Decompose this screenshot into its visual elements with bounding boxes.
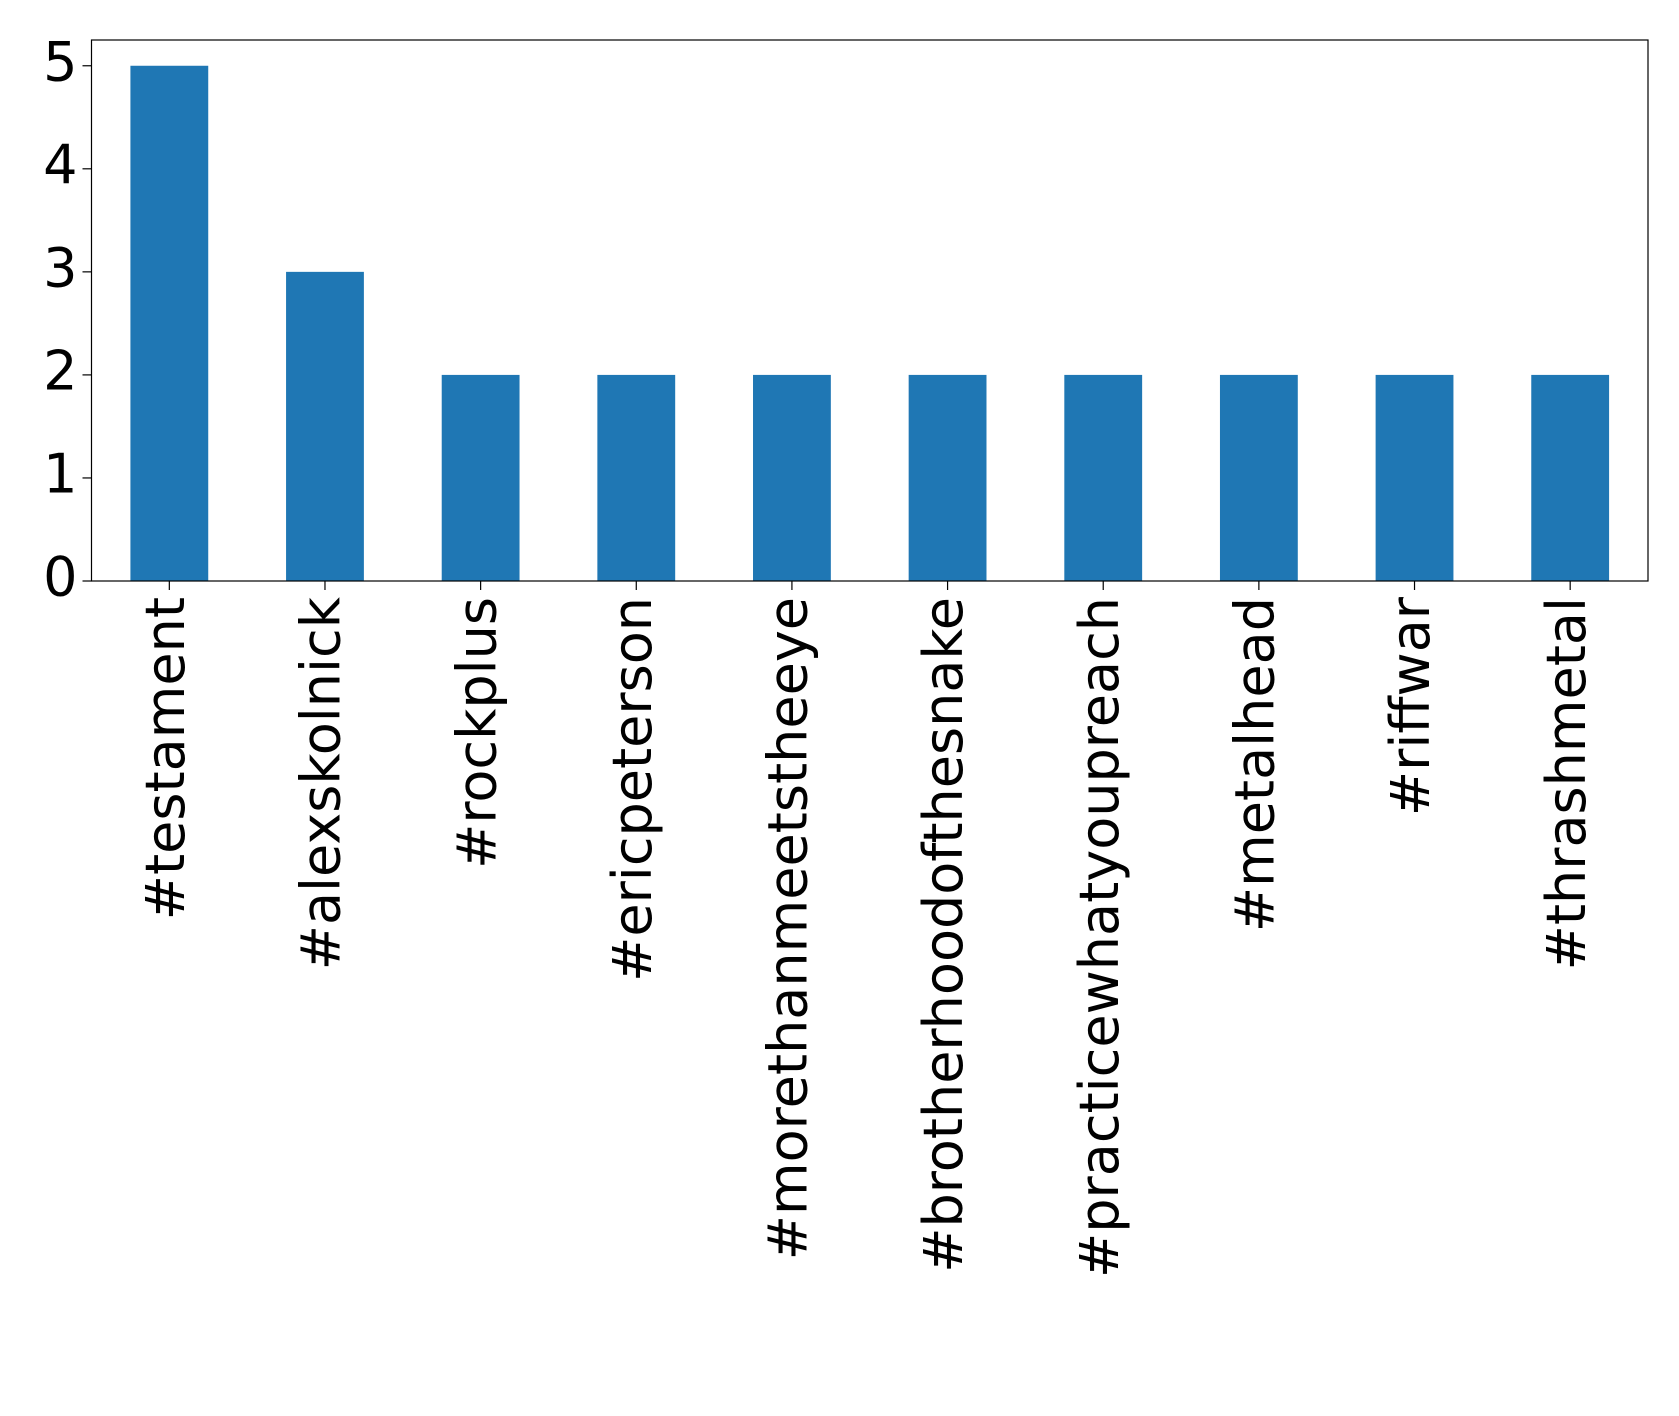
- y-tick-label: 4: [43, 133, 77, 196]
- axes-frame: [90, 39, 1649, 582]
- bar: [753, 374, 831, 581]
- x-tick-label: #brotherhoodofthesnake: [912, 597, 975, 1273]
- bar: [1219, 374, 1298, 581]
- y-tick-label: 2: [43, 340, 77, 403]
- bar: [1531, 374, 1610, 581]
- y-tick-label: 5: [43, 30, 77, 93]
- x-tick-label: #metalhead: [1224, 597, 1287, 932]
- bar: [908, 374, 987, 581]
- x-tick-label: #rockplus: [445, 597, 508, 869]
- bar: [1375, 374, 1454, 581]
- x-tick-label: #testament: [134, 597, 197, 920]
- x-tick-label: #thrashmetal: [1535, 597, 1598, 970]
- bar: [286, 271, 364, 581]
- y-tick-label: 1: [43, 443, 77, 506]
- bar: [597, 374, 676, 581]
- x-tick-label: #riffwar: [1379, 596, 1442, 816]
- bar: [1064, 374, 1143, 581]
- x-tick-label: #practicewhatyoupreach: [1068, 597, 1131, 1278]
- x-tick-label: #morethanmeetstheeye: [757, 597, 820, 1260]
- y-tick-label: 3: [43, 236, 77, 299]
- bar: [441, 374, 520, 581]
- x-tick-label: #alexskolnick: [290, 596, 353, 970]
- x-tick-label: #ericpeterson: [601, 597, 664, 982]
- y-tick-label: 0: [43, 546, 77, 609]
- bar: [130, 65, 209, 581]
